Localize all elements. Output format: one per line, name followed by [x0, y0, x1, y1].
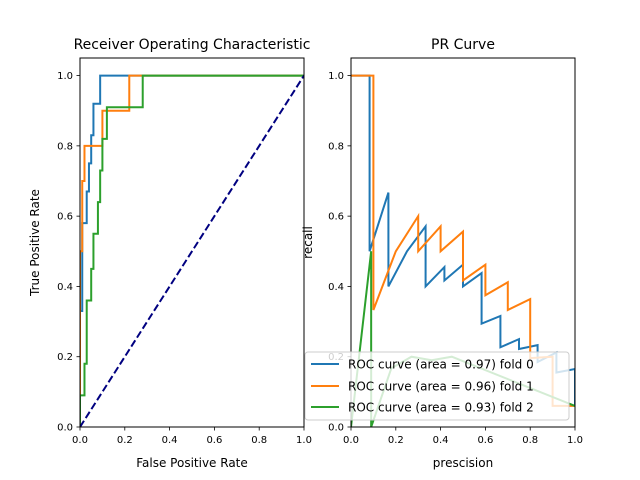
- roc-y-axis-label: True Positive Rate: [28, 189, 42, 297]
- roc-y-tick-label: 0.4: [57, 282, 73, 293]
- legend-label-fold-0: ROC curve (area = 0.97) fold 0: [348, 358, 534, 372]
- pr-x-tick-label: 0.2: [388, 435, 404, 446]
- roc-axes-frame: [79, 57, 305, 428]
- pr-y-tick-label: 0.4: [328, 282, 344, 293]
- pr-x-tick-label: 0.4: [433, 435, 449, 446]
- roc-plot-area: [80, 74, 304, 427]
- roc-y-tick-label: 1.0: [57, 71, 73, 82]
- roc-x-tick-label: 0.6: [206, 435, 222, 446]
- roc-series-line-fold-1: [80, 74, 304, 427]
- pr-x-tick-label: 0.8: [522, 435, 538, 446]
- pr-y-tick-label: 1.0: [328, 71, 344, 82]
- roc-y-ticks: 0.0 0.2 0.4 0.6 0.8 1.0: [57, 71, 80, 434]
- pr-y-tick-label: 0.6: [328, 212, 344, 223]
- roc-x-tick-label: 0.2: [117, 435, 133, 446]
- pr-y-tick-label: 0.0: [328, 423, 344, 434]
- roc-title: Receiver Operating Characteristic: [74, 37, 311, 53]
- pr-axes-frame: [350, 57, 576, 428]
- legend-box: [304, 351, 570, 421]
- roc-y-tick-label: 0.8: [57, 141, 73, 152]
- roc-series-line-fold-2: [80, 74, 304, 427]
- pr-x-tick-label: 1.0: [567, 435, 583, 446]
- pr-x-ticks: 0.0 0.2 0.4 0.6 0.8 1.0: [343, 427, 583, 446]
- roc-x-tick-label: 0.0: [72, 435, 88, 446]
- pr-y-tick-label: 0.8: [328, 141, 344, 152]
- legend: ROC curve (area = 0.97) fold 0 ROC curve…: [304, 351, 570, 421]
- legend-label-fold-2: ROC curve (area = 0.93) fold 2: [348, 401, 534, 415]
- roc-chance-diagonal-line: [80, 75, 304, 427]
- roc-x-tick-label: 0.4: [162, 435, 178, 446]
- roc-y-tick-label: 0.6: [57, 212, 73, 223]
- roc-x-tick-label: 1.0: [296, 435, 312, 446]
- roc-series-line-fold-0: [80, 74, 304, 427]
- roc-axes: Receiver Operating Characteristic 0.0 0.2…: [28, 37, 312, 470]
- pr-x-tick-label: 0.0: [343, 435, 359, 446]
- pr-x-axis-label: prescision: [433, 456, 493, 470]
- roc-x-ticks: 0.0 0.2 0.4 0.6 0.8 1.0: [72, 427, 312, 446]
- pr-y-axis-label: recall: [301, 226, 315, 259]
- roc-y-tick-label: 0.2: [57, 352, 73, 363]
- roc-y-tick-label: 0.0: [57, 423, 73, 434]
- roc-x-axis-label: False Positive Rate: [136, 456, 248, 470]
- pr-title: PR Curve: [431, 37, 495, 53]
- pr-x-tick-label: 0.6: [477, 435, 493, 446]
- roc-x-tick-label: 0.8: [251, 435, 267, 446]
- legend-label-fold-1: ROC curve (area = 0.96) fold 1: [348, 380, 534, 394]
